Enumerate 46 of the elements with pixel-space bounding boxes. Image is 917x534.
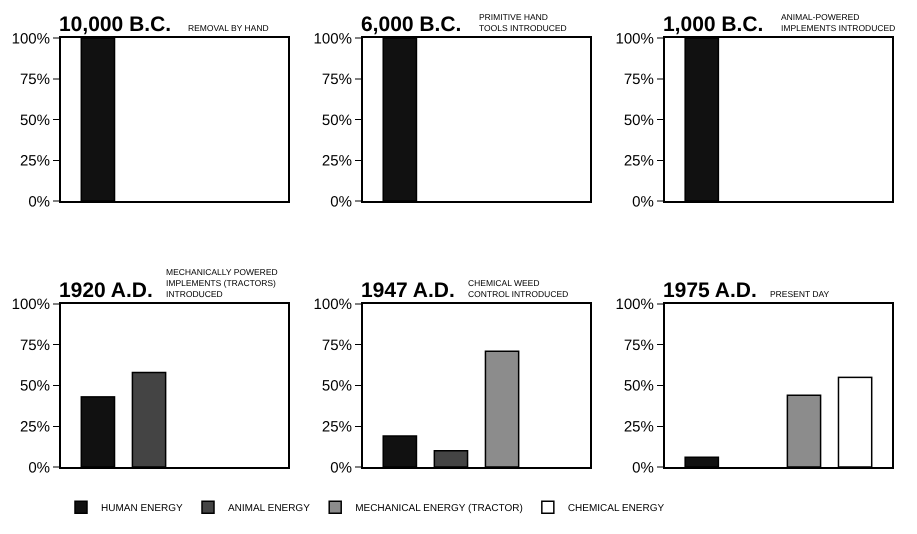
y-tick-label: 0%	[330, 459, 352, 476]
y-tick-label: 75%	[624, 336, 654, 354]
y-tick-label: 75%	[624, 71, 654, 88]
y-tick-label: 75%	[20, 336, 50, 354]
y-tick-label: 0%	[632, 193, 654, 210]
chart-title: 1975 A.D.	[663, 279, 757, 302]
chart-subtitle: PRIMITIVE HAND TOOLS INTRODUCED	[479, 12, 567, 34]
y-tick-label: 25%	[624, 152, 654, 170]
chart-subtitle: ANIMAL-POWERED IMPLEMENTS INTRODUCED	[781, 12, 896, 34]
legend-label: MECHANICAL ENERGY (TRACTOR)	[355, 503, 523, 514]
y-tick-label: 50%	[322, 378, 352, 395]
y-tick-label: 50%	[20, 378, 50, 395]
y-tick-label: 100%	[615, 30, 654, 48]
y-tick-label: 75%	[20, 71, 50, 88]
y-tick-label: 75%	[322, 336, 352, 354]
chart-title: 1920 A.D.	[59, 279, 153, 302]
chart-title: 1947 A.D.	[361, 279, 455, 302]
chart-title: 10,000 B.C.	[59, 13, 172, 36]
y-tick-label: 50%	[624, 112, 654, 129]
y-tick-label: 50%	[20, 112, 50, 129]
chart-title: 6,000 B.C.	[361, 13, 462, 36]
y-tick-label: 100%	[615, 296, 654, 314]
legend-label: HUMAN ENERGY	[101, 503, 184, 514]
y-tick-label: 100%	[12, 296, 50, 314]
chart-subtitle: REMOVAL BY HAND	[188, 23, 269, 33]
y-tick-label: 75%	[322, 71, 352, 88]
y-tick-label: 25%	[322, 418, 352, 436]
y-tick-label: 100%	[12, 30, 50, 48]
y-tick-label: 0%	[330, 193, 352, 210]
y-tick-label: 25%	[624, 418, 654, 436]
y-tick-label: 50%	[624, 378, 654, 395]
legend-label: ANIMAL ENERGY	[228, 503, 310, 514]
y-tick-label: 0%	[632, 459, 654, 476]
y-tick-label: 25%	[322, 152, 352, 170]
chart-subtitle: PRESENT DAY	[770, 289, 830, 299]
y-tick-label: 25%	[20, 152, 50, 170]
legend-label: CHEMICAL ENERGY	[568, 503, 664, 514]
y-tick-label: 25%	[20, 418, 50, 436]
y-tick-label: 100%	[314, 30, 352, 48]
chart-subtitle: MECHANICALLY POWERED IMPLEMENTS (TRACTORS) INTRODUCED	[166, 267, 278, 300]
chart-title: 1,000 B.C.	[663, 13, 764, 36]
y-tick-label: 0%	[28, 459, 50, 476]
chart-subtitle: CHEMICAL WEED CONTROL INTRODUCED	[468, 278, 568, 300]
y-tick-label: 0%	[28, 193, 50, 210]
y-tick-label: 50%	[322, 112, 352, 129]
y-tick-label: 100%	[314, 296, 352, 314]
